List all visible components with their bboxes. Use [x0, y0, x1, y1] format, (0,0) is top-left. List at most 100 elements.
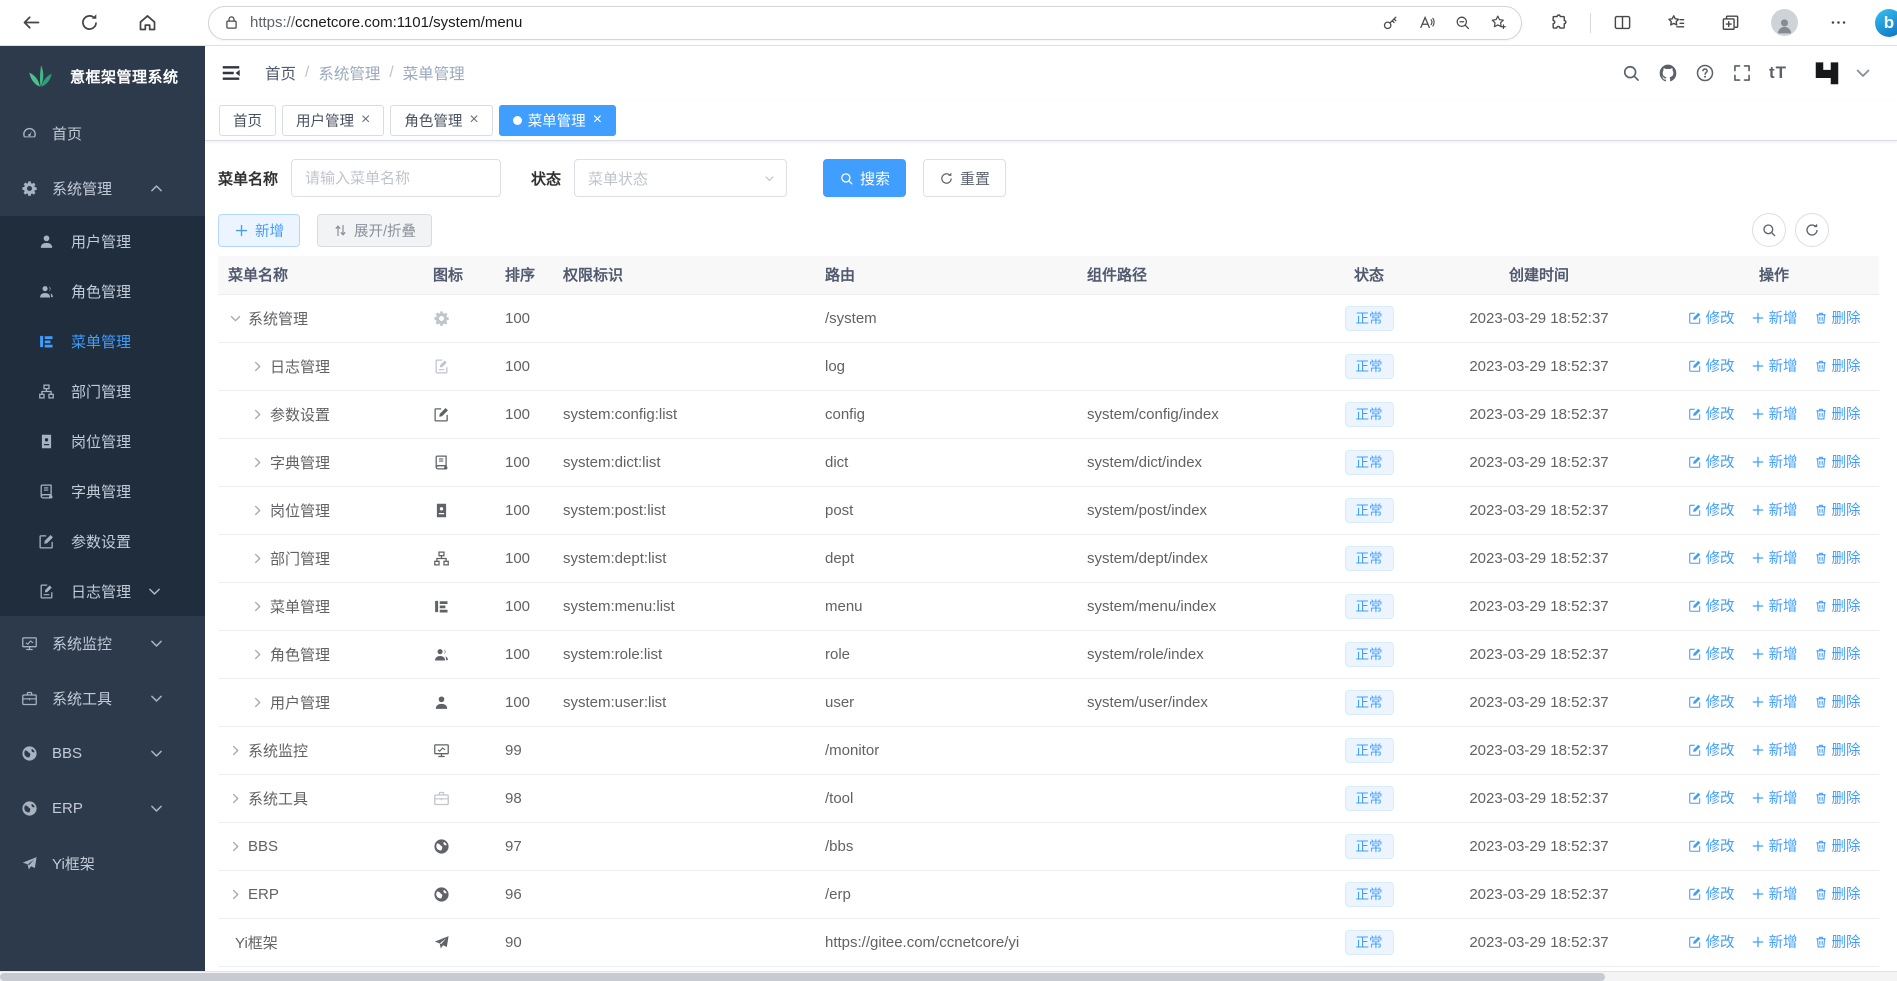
close-icon[interactable]: × [592, 111, 603, 128]
sidebar-item-erp[interactable]: ERP [0, 781, 205, 836]
row-edit-link[interactable]: 修改 [1688, 691, 1735, 712]
sidebar-item-monitor[interactable]: 系统监控 [0, 616, 205, 671]
table-row[interactable]: 参数设置 100 system:config:list config syste… [218, 390, 1879, 439]
sidebar-item-user[interactable]: 用户管理 [0, 216, 205, 266]
browser-refresh-button[interactable] [70, 4, 108, 42]
sidebar-item-role[interactable]: 角色管理 [0, 266, 205, 316]
row-edit-link[interactable]: 修改 [1688, 499, 1735, 520]
row-delete-link[interactable]: 删除 [1814, 499, 1861, 520]
help-button[interactable] [1695, 63, 1715, 83]
sidebar-toggle-button[interactable] [218, 60, 244, 86]
row-add-link[interactable]: 新增 [1751, 835, 1798, 856]
row-add-link[interactable]: 新增 [1751, 355, 1798, 376]
sidebar-item-home[interactable]: 首页 [0, 106, 205, 161]
favorites-button[interactable] [1659, 6, 1693, 40]
chevron-down-icon[interactable] [1853, 63, 1873, 83]
menu-name-input[interactable] [291, 159, 502, 197]
row-add-link[interactable]: 新增 [1751, 547, 1798, 568]
font-size-button[interactable]: tT [1769, 63, 1787, 83]
row-add-link[interactable]: 新增 [1751, 307, 1798, 328]
row-add-link[interactable]: 新增 [1751, 643, 1798, 664]
breadcrumb-item[interactable]: 系统管理 [318, 66, 381, 83]
add-favorite-button[interactable] [1483, 8, 1513, 38]
row-delete-link[interactable]: 删除 [1814, 931, 1861, 952]
row-edit-link[interactable]: 修改 [1688, 547, 1735, 568]
sidebar-item-dict[interactable]: 字典管理 [0, 466, 205, 516]
read-aloud-button[interactable] [1411, 8, 1441, 38]
row-add-link[interactable]: 新增 [1751, 931, 1798, 952]
split-screen-button[interactable] [1605, 6, 1639, 40]
toggle-search-button[interactable] [1752, 213, 1786, 247]
header-search-button[interactable] [1621, 63, 1641, 83]
tab-home[interactable]: 首页 [219, 104, 276, 136]
collections-button[interactable] [1713, 6, 1747, 40]
row-add-link[interactable]: 新增 [1751, 787, 1798, 808]
row-edit-link[interactable]: 修改 [1688, 643, 1735, 664]
table-row[interactable]: 用户管理 100 system:user:list user system/us… [218, 678, 1879, 727]
row-edit-link[interactable]: 修改 [1688, 835, 1735, 856]
refresh-table-button[interactable] [1795, 213, 1829, 247]
row-delete-link[interactable]: 删除 [1814, 403, 1861, 424]
row-add-link[interactable]: 新增 [1751, 595, 1798, 616]
add-button[interactable]: 新增 [218, 213, 300, 247]
profile-button[interactable] [1767, 6, 1801, 40]
breadcrumb-item[interactable]: 首页 [265, 66, 297, 83]
sidebar-item-menu[interactable]: 菜单管理 [0, 316, 205, 366]
sidebar-item-log[interactable]: 日志管理 [0, 566, 205, 616]
table-row[interactable]: 日志管理 100 log 正常 2023-03-29 18:52:37 修改 新增… [218, 342, 1879, 391]
table-row[interactable]: 系统管理 100 /system 正常 2023-03-29 18:52:37 … [218, 294, 1879, 343]
row-add-link[interactable]: 新增 [1751, 739, 1798, 760]
row-add-link[interactable]: 新增 [1751, 691, 1798, 712]
table-row[interactable]: 系统工具 98 /tool 正常 2023-03-29 18:52:37 修改新… [218, 774, 1879, 823]
table-row[interactable]: BBS 97 /bbs 正常 2023-03-29 18:52:37 修改 新增删… [218, 822, 1879, 871]
tab-menu[interactable]: 菜单管理 × [498, 104, 617, 136]
sidebar-item-yi[interactable]: Yi框架 [0, 836, 205, 891]
status-select[interactable]: 菜单状态 [574, 159, 788, 197]
row-add-link[interactable]: 新增 [1751, 451, 1798, 472]
row-delete-link[interactable]: 删除 [1814, 787, 1861, 808]
address-bar[interactable]: https://ccnetcore.com:1101/system/menu [208, 5, 1522, 40]
reset-button[interactable]: 重置 [923, 159, 1007, 197]
table-row[interactable]: 岗位管理 100 system:post:list post system/po… [218, 486, 1879, 535]
tab-role[interactable]: 角色管理 × [390, 104, 493, 136]
row-delete-link[interactable]: 删除 [1814, 835, 1861, 856]
row-delete-link[interactable]: 删除 [1814, 451, 1861, 472]
user-avatar[interactable] [1812, 58, 1842, 88]
close-icon[interactable]: × [469, 111, 479, 128]
extensions-button[interactable] [1542, 6, 1576, 40]
row-edit-link[interactable]: 修改 [1688, 307, 1735, 328]
table-row[interactable]: 字典管理 100 system:dict:list dict system/di… [218, 438, 1879, 487]
browser-back-button[interactable] [12, 4, 50, 42]
row-delete-link[interactable]: 删除 [1814, 547, 1861, 568]
row-delete-link[interactable]: 删除 [1814, 643, 1861, 664]
search-button[interactable]: 搜索 [823, 159, 907, 197]
horizontal-scrollbar[interactable] [0, 971, 1897, 981]
row-edit-link[interactable]: 修改 [1688, 403, 1735, 424]
table-row[interactable]: 角色管理 100 system:role:list role system/ro… [218, 630, 1879, 679]
sidebar-item-bbs[interactable]: BBS [0, 726, 205, 781]
sidebar-item-post[interactable]: 岗位管理 [0, 416, 205, 466]
saved-passwords-button[interactable] [1375, 8, 1405, 38]
row-delete-link[interactable]: 删除 [1814, 595, 1861, 616]
table-row[interactable]: 系统监控 99 /monitor 正常 2023-03-29 18:52:37 … [218, 726, 1879, 775]
row-edit-link[interactable]: 修改 [1688, 355, 1735, 376]
row-delete-link[interactable]: 删除 [1814, 355, 1861, 376]
scrollbar-thumb[interactable] [0, 973, 1605, 981]
row-add-link[interactable]: 新增 [1751, 883, 1798, 904]
row-edit-link[interactable]: 修改 [1688, 931, 1735, 952]
site-lock-icon[interactable] [223, 14, 240, 31]
tab-user[interactable]: 用户管理 × [282, 104, 385, 136]
sidebar-item-system[interactable]: 系统管理 [0, 161, 205, 216]
table-row[interactable]: Yi框架 90 https://gitee.com/ccnetcore/yi 正… [218, 918, 1879, 967]
zoom-out-button[interactable] [1447, 8, 1477, 38]
breadcrumb-item[interactable]: 菜单管理 [402, 66, 465, 83]
row-delete-link[interactable]: 删除 [1814, 739, 1861, 760]
sidebar-item-config[interactable]: 参数设置 [0, 516, 205, 566]
row-delete-link[interactable]: 删除 [1814, 883, 1861, 904]
expand-collapse-button[interactable]: 展开/折叠 [317, 213, 433, 247]
row-edit-link[interactable]: 修改 [1688, 787, 1735, 808]
row-add-link[interactable]: 新增 [1751, 499, 1798, 520]
table-row[interactable]: 部门管理 100 system:dept:list dept system/de… [218, 534, 1879, 583]
row-delete-link[interactable]: 删除 [1814, 691, 1861, 712]
sidebar-item-dept[interactable]: 部门管理 [0, 366, 205, 416]
